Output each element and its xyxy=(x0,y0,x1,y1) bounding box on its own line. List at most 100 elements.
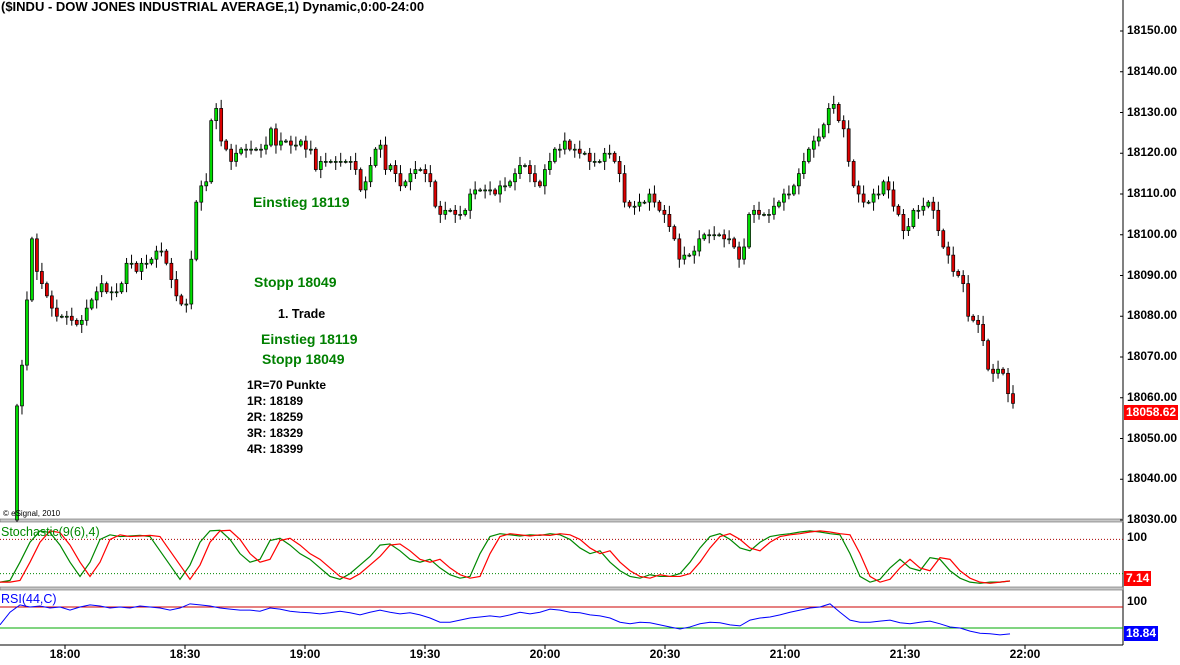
candle xyxy=(438,205,443,215)
panel-frames xyxy=(0,0,1124,649)
candle xyxy=(1011,393,1015,404)
candle xyxy=(921,205,926,211)
candle xyxy=(59,315,64,318)
candle xyxy=(577,148,582,154)
candle xyxy=(552,148,557,162)
candle xyxy=(582,152,587,155)
candle xyxy=(652,193,657,203)
candle xyxy=(627,201,632,207)
candle xyxy=(224,140,229,150)
time-tick-label: 19:30 xyxy=(409,647,441,661)
candle xyxy=(30,238,34,301)
rsi-value-tag: 18.84 xyxy=(1124,626,1159,641)
candle xyxy=(234,152,238,162)
candle xyxy=(428,173,433,183)
price-tick-label: 18130.00 xyxy=(1127,104,1178,119)
candle xyxy=(343,161,348,163)
candle xyxy=(79,319,84,325)
rsi-line xyxy=(0,603,1011,636)
annotation-trade: 1. Trade xyxy=(278,307,326,321)
candle xyxy=(303,140,308,150)
candle xyxy=(368,165,373,183)
candle xyxy=(946,246,951,256)
candle xyxy=(144,262,149,265)
candle xyxy=(403,181,408,187)
candle xyxy=(747,214,751,248)
annotation-stopp-2: Stopp 18049 xyxy=(262,351,345,367)
stochastic-d-line xyxy=(0,529,1011,584)
time-tick-label: 21:00 xyxy=(769,647,801,661)
candle xyxy=(214,108,219,122)
candle xyxy=(114,291,119,294)
price-tick-label: 18060.00 xyxy=(1127,389,1178,404)
candle xyxy=(816,136,821,142)
candle xyxy=(951,254,956,272)
candle xyxy=(204,181,209,187)
candle xyxy=(777,201,781,207)
candle xyxy=(468,193,473,211)
candle xyxy=(40,271,44,284)
candle xyxy=(134,262,139,272)
candle xyxy=(443,209,448,215)
candle xyxy=(622,173,627,203)
candle xyxy=(901,214,906,232)
candle xyxy=(294,144,298,147)
candle xyxy=(548,161,552,170)
candle xyxy=(891,189,896,207)
candle xyxy=(612,152,617,162)
candle xyxy=(881,181,886,195)
candle xyxy=(792,185,796,195)
annotation-r-line: 3R: 18329 xyxy=(247,426,304,440)
candle xyxy=(936,209,941,232)
rsi-axis-label: 100 xyxy=(1127,594,1148,608)
candle xyxy=(169,262,174,280)
candle xyxy=(597,161,602,163)
stochastic-k-line xyxy=(0,529,1011,584)
candle xyxy=(328,161,333,163)
annotation-stopp: Stopp 18049 xyxy=(254,274,337,290)
candle xyxy=(259,148,263,151)
candle xyxy=(104,283,109,293)
price-tick-label: 18050.00 xyxy=(1127,430,1178,445)
candle xyxy=(284,140,288,143)
candle xyxy=(567,140,572,150)
candle xyxy=(956,271,961,276)
candle xyxy=(25,299,29,366)
candle xyxy=(911,209,916,227)
price-tick-label: 18030.00 xyxy=(1127,512,1178,526)
panel-divider xyxy=(0,518,1124,523)
time-tick-label: 19:00 xyxy=(289,647,321,661)
candle xyxy=(772,205,776,215)
candle xyxy=(194,201,199,260)
candle xyxy=(99,283,104,293)
candle xyxy=(488,189,492,192)
candle xyxy=(453,209,458,215)
candle xyxy=(687,254,692,257)
candle xyxy=(672,226,677,240)
candle xyxy=(782,193,786,203)
stochastic-value-tag: 7.14 xyxy=(1124,571,1152,586)
candle xyxy=(717,234,722,237)
candle xyxy=(592,161,597,163)
candle xyxy=(543,169,547,187)
candle xyxy=(538,181,542,187)
candle xyxy=(727,238,731,241)
candle xyxy=(313,148,318,170)
candle xyxy=(637,201,642,207)
stochastic-lines xyxy=(0,529,1123,584)
candle xyxy=(353,161,358,170)
candle xyxy=(737,246,741,260)
candle xyxy=(976,319,980,325)
candle xyxy=(473,189,478,195)
candle xyxy=(518,165,522,174)
candle xyxy=(896,205,901,215)
candle xyxy=(50,295,54,309)
candle xyxy=(602,152,607,162)
candle xyxy=(54,307,59,317)
candle xyxy=(189,258,194,305)
candle xyxy=(154,250,159,260)
copyright-label: © eSignal, 2010 xyxy=(3,509,61,518)
candle xyxy=(841,120,846,130)
candle xyxy=(752,209,756,215)
